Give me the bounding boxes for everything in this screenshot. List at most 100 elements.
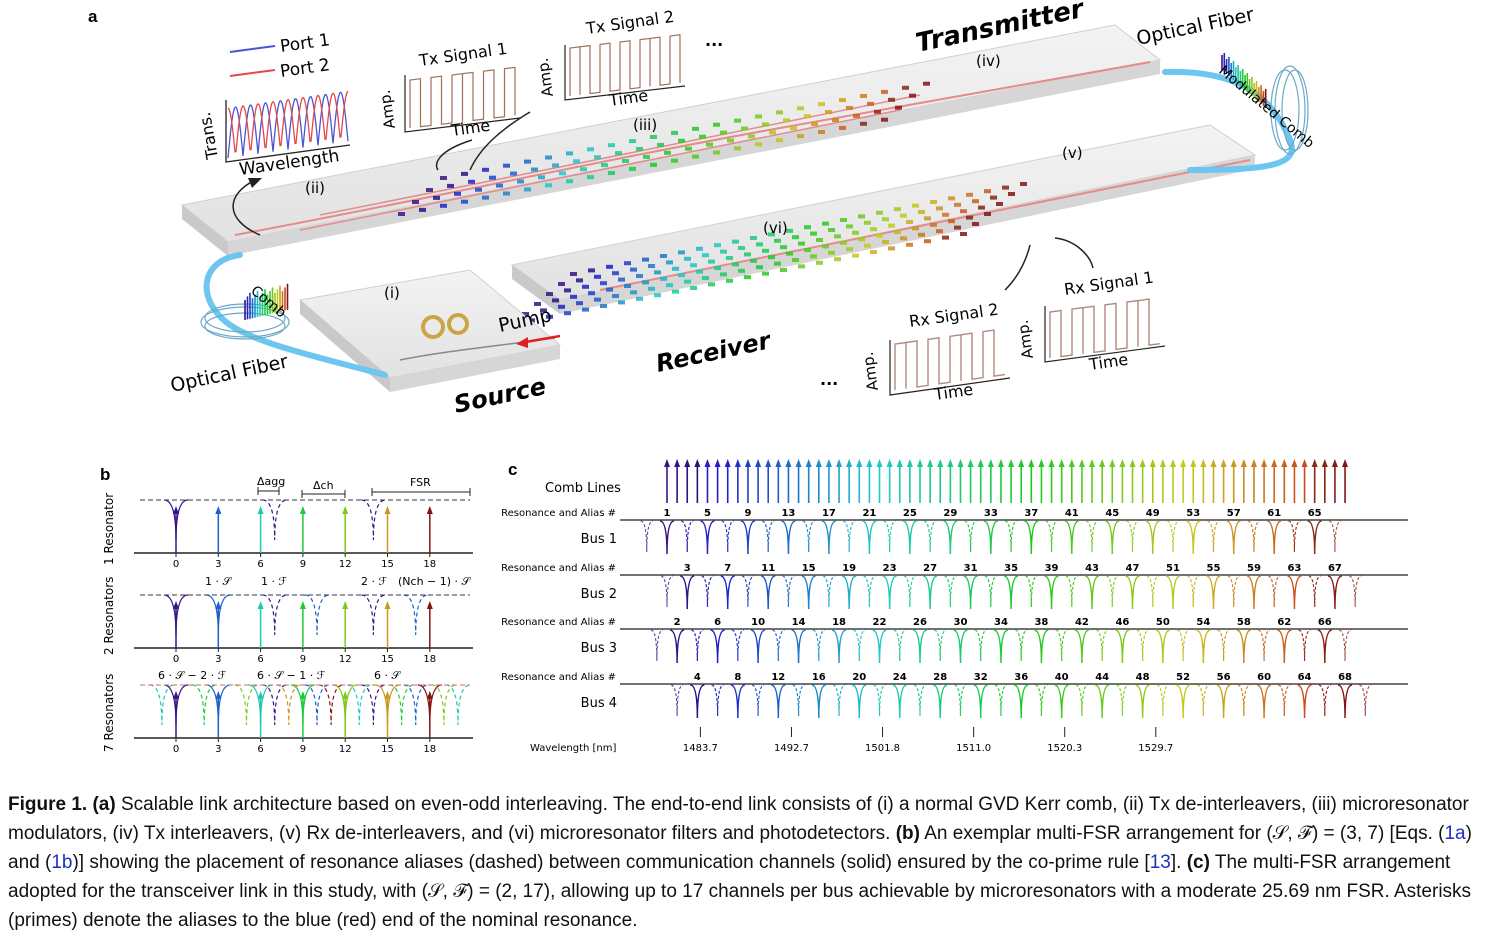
- caption-ref-1a[interactable]: 1a: [1444, 823, 1466, 844]
- alias-dip: [262, 594, 287, 636]
- bus-resonance: [771, 684, 786, 719]
- comb-arrowhead: [917, 459, 923, 467]
- tick-label: 12: [339, 559, 352, 570]
- comb-arrowhead: [1210, 459, 1217, 467]
- comb-arrowhead: [1089, 459, 1096, 467]
- channel-number: 35: [1004, 563, 1018, 574]
- rx-filter: [522, 312, 529, 316]
- rx-filter: [732, 239, 739, 244]
- tick-label: 6: [257, 654, 263, 665]
- rx-filter: [690, 286, 697, 290]
- bus-alias: [1156, 684, 1170, 717]
- bus-alias: [1278, 684, 1291, 717]
- rx-filter: [624, 284, 631, 288]
- bus-resonance: [922, 575, 938, 610]
- rx-filter: [612, 294, 619, 298]
- bus-alias: [650, 629, 664, 662]
- tx-modulator: [727, 138, 734, 143]
- comb-arrowhead: [1250, 459, 1257, 467]
- tx-modulator: [839, 125, 846, 130]
- rx-filter: [762, 248, 769, 253]
- caption-ref-1b[interactable]: 1b: [51, 852, 73, 873]
- bus-alias: [1085, 520, 1099, 553]
- comb-arrowhead: [1180, 459, 1187, 467]
- rx-filter: [900, 213, 907, 218]
- comb-arrowhead: [744, 459, 751, 467]
- tx-modulator: [510, 171, 517, 176]
- comb-arrowhead: [1078, 459, 1085, 467]
- tx-modulator: [853, 113, 860, 118]
- bus-resonance: [1297, 684, 1312, 719]
- rx-filter: [636, 296, 643, 301]
- bus-resonance: [1327, 575, 1343, 610]
- comb-arrowhead: [866, 459, 873, 467]
- channel-number: 3: [684, 563, 691, 574]
- comb-arrowhead: [795, 459, 802, 467]
- tx-modulator: [881, 117, 888, 122]
- rx-filter: [858, 214, 865, 219]
- modulated-comb-spectrum-strip: [1221, 53, 1267, 108]
- bus-alias: [1075, 684, 1089, 717]
- rx-filter: [684, 256, 691, 261]
- wavelength-tick-label: 1483.7: [683, 743, 718, 754]
- port-transmission-inset: Port 1 Port 2 Trans. Wavelength: [195, 30, 351, 180]
- channel-number: 42: [1075, 617, 1089, 628]
- bus-resonance: [993, 629, 1009, 664]
- caption-ref-13[interactable]: 13: [1149, 852, 1171, 873]
- rx-filter: [978, 205, 985, 210]
- tx-modulator: [580, 167, 587, 172]
- comb-arrowhead: [1190, 459, 1197, 467]
- bus-alias: [1166, 520, 1180, 553]
- rx-filter: [696, 269, 703, 274]
- kerr-ring-resonator: [421, 315, 445, 339]
- bus-resonance: [892, 684, 907, 719]
- bus-alias: [954, 684, 967, 717]
- bus-resonance: [1135, 684, 1150, 719]
- bus-alias: [832, 684, 846, 717]
- channel-number: 11: [761, 563, 775, 574]
- comb-arrowhead: [836, 459, 843, 467]
- tx-modulator: [846, 106, 853, 110]
- bus-alias: [1328, 520, 1342, 553]
- rx-filter: [582, 307, 589, 312]
- rx-filter: [834, 257, 841, 262]
- tick-label: 0: [173, 744, 179, 755]
- comb-arrowhead: [856, 459, 863, 467]
- comb-arrowhead: [694, 459, 701, 467]
- channel-number: 65: [1308, 508, 1322, 519]
- rx-signal-2-inset: Rx Signal 2 Amp. Time ...: [820, 300, 1011, 404]
- tx-modulator: [909, 93, 916, 98]
- channel-number: 50: [1156, 617, 1170, 628]
- rx-filter: [846, 247, 853, 252]
- bus-resonance: [953, 629, 968, 664]
- rx-filter: [744, 252, 751, 257]
- alias-dip: [149, 684, 175, 726]
- tx-modulator: [776, 138, 783, 143]
- rx-filter: [870, 227, 877, 232]
- wavelength-tick-label: 1529.7: [1138, 743, 1173, 754]
- tx-signal-2-title: Tx Signal 2: [584, 7, 676, 38]
- tx-modulator: [447, 183, 454, 188]
- annot-1s: 1 · 𝒮: [205, 575, 232, 588]
- channel-number: 63: [1287, 563, 1301, 574]
- channel-number: 4: [694, 672, 701, 683]
- rx-filter: [570, 294, 577, 299]
- bus-resonance: [1084, 575, 1100, 610]
- tick-label: 15: [381, 744, 394, 755]
- tx-modulator: [804, 114, 811, 119]
- caption-a-text: Scalable link architecture based on even…: [8, 794, 1469, 844]
- bus-resonance: [750, 629, 766, 664]
- tx-modulator: [797, 134, 804, 139]
- tx-modulator: [538, 175, 545, 180]
- res-alias-label: Resonance and Alias #: [501, 617, 616, 628]
- comb-arrowhead: [1230, 459, 1237, 467]
- bus-alias: [934, 629, 947, 662]
- annot-6s-1f: 6 · 𝒮 − 1 · ℱ: [257, 669, 326, 682]
- rx-filter: [936, 206, 943, 211]
- tx-modulator: [573, 159, 580, 164]
- channel-number: 33: [984, 508, 998, 519]
- bus-alias: [1217, 629, 1230, 662]
- bus-alias: [802, 520, 815, 553]
- channel-arrowhead: [299, 691, 306, 699]
- tx-modulator: [412, 200, 419, 204]
